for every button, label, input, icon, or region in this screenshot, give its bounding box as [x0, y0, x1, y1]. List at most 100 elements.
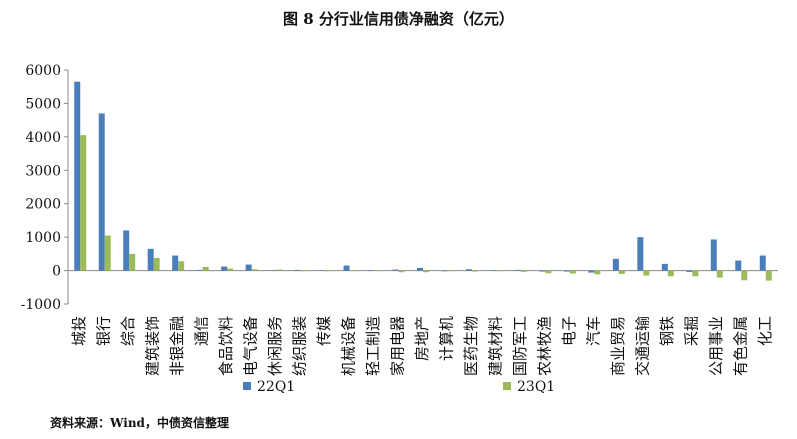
bar-23Q1-15: [447, 270, 454, 272]
chart-title: 图 8 分行业信用债净融资（亿元）: [283, 10, 514, 28]
bar-22Q1-18: [514, 269, 521, 271]
bar-22Q1-3: [147, 248, 154, 271]
y-tick-label: 4000: [25, 130, 61, 146]
x-tick-label: 电子: [560, 316, 578, 346]
y-tick-label: -1000: [21, 297, 61, 313]
bar-22Q1-1: [98, 113, 105, 271]
bar-chart: -1000 0 1000 2000 3000 4000 5000 6000 城投 银行 综合 建筑装…: [21, 63, 778, 395]
x-tick-label: 计算机: [437, 316, 455, 361]
x-tick-label: 建筑材料: [486, 316, 504, 376]
bar-23Q1-28: [765, 270, 772, 281]
bar-23Q1-23: [643, 270, 650, 276]
bar-23Q1-0: [80, 135, 87, 271]
bar-23Q1-13: [398, 270, 405, 273]
y-tick-label: 5000: [25, 96, 61, 112]
x-tick-label: 商业贸易: [609, 316, 627, 376]
x-tick-label: 城投: [70, 316, 88, 346]
x-tick-label: 非银金融: [168, 316, 186, 376]
bar-22Q1-25: [686, 270, 693, 272]
bar-23Q1-6: [227, 268, 234, 271]
legend-label-22Q1: 22Q1: [257, 379, 295, 395]
bar-23Q1-14: [423, 270, 429, 273]
bar-23Q1-19: [545, 270, 552, 274]
bar-22Q1-0: [74, 81, 81, 271]
bar-23Q1-26: [716, 270, 723, 278]
bar-23Q1-2: [129, 253, 136, 271]
bar-23Q1-4: [178, 261, 185, 271]
x-tick-label: 汽车: [584, 316, 602, 346]
x-tick-label: 家用电器: [389, 316, 407, 376]
y-tick-label: 6000: [25, 63, 61, 79]
x-tick-label: 建筑装饰: [144, 316, 162, 376]
y-tick-label: 1000: [25, 230, 61, 246]
bar-22Q1-15: [441, 270, 448, 272]
bar-22Q1-7: [245, 264, 252, 271]
bar-23Q1-3: [153, 257, 160, 271]
axis-layer: -1000 0 1000 2000 3000 4000 5000 6000: [21, 63, 778, 313]
bar-23Q1-8: [276, 269, 283, 271]
bar-22Q1-5: [196, 269, 203, 271]
bar-23Q1-11: [349, 270, 356, 272]
x-tick-label: 休闲服务: [266, 316, 284, 376]
bar-22Q1-23: [637, 237, 644, 271]
bar-23Q1-16: [471, 270, 478, 272]
legend-swatch-22Q1: [243, 382, 251, 390]
category-labels-layer: 城投 银行 综合 建筑装饰 非银金融 通信 食品饮料 电气设备 休闲服务 纺织服装 传媒 机械设备 轻工…: [70, 316, 774, 376]
bar-22Q1-11: [343, 265, 350, 271]
x-tick-label: 国防军工: [511, 316, 529, 376]
bar-23Q1-25: [692, 270, 699, 277]
x-tick-label: 房地产: [413, 316, 431, 361]
bar-23Q1-17: [496, 270, 503, 272]
bar-22Q1-24: [661, 263, 668, 271]
bar-22Q1-13: [392, 269, 399, 271]
x-tick-label: 交通运输: [633, 316, 651, 376]
x-tick-label: 化工: [756, 316, 774, 346]
bar-23Q1-1: [104, 235, 111, 271]
bars-layer: [74, 81, 772, 281]
bar-22Q1-27: [735, 260, 742, 271]
bar-23Q1-21: [594, 270, 601, 275]
x-tick-label: 采掘: [682, 316, 700, 346]
bar-23Q1-18: [520, 270, 527, 272]
bar-22Q1-17: [490, 270, 497, 271]
x-tick-label: 传媒: [315, 316, 333, 346]
legend-swatch-23Q1: [503, 382, 511, 390]
legend: 22Q1 23Q1: [243, 379, 555, 395]
bar-22Q1-14: [417, 267, 423, 271]
x-tick-label: 公用事业: [707, 316, 725, 376]
bar-22Q1-19: [539, 270, 546, 272]
bar-23Q1-20: [569, 270, 576, 274]
x-tick-label: 通信: [193, 316, 211, 346]
bar-22Q1-8: [270, 270, 277, 271]
x-tick-label: 轻工制造: [364, 316, 382, 376]
bar-23Q1-10: [325, 270, 332, 272]
bar-23Q1-5: [202, 266, 209, 271]
bar-22Q1-10: [319, 270, 326, 271]
bar-22Q1-2: [123, 230, 130, 271]
y-tick-label: 0: [52, 264, 61, 280]
x-tick-label: 纺织服装: [291, 316, 309, 376]
legend-label-23Q1: 23Q1: [517, 379, 555, 395]
source-note: 资料来源：Wind，中债资信整理: [50, 416, 229, 430]
x-tick-label: 有色金属: [731, 316, 749, 376]
x-tick-label: 综合: [119, 316, 137, 346]
x-tick-label: 医药生物: [462, 316, 480, 376]
bar-23Q1-12: [374, 270, 381, 272]
y-tick-label: 3000: [25, 163, 61, 179]
x-tick-label: 农林牧渔: [535, 316, 553, 376]
bar-22Q1-6: [221, 266, 228, 271]
y-tick-label: 2000: [25, 197, 61, 213]
x-tick-label: 钢铁: [658, 316, 676, 346]
bar-22Q1-16: [465, 269, 472, 271]
bar-23Q1-7: [251, 269, 258, 271]
bar-22Q1-21: [588, 270, 595, 273]
x-tick-label: 电气设备: [242, 316, 260, 376]
x-tick-label: 食品饮料: [217, 316, 235, 376]
x-tick-label: 机械设备: [340, 316, 358, 376]
bar-22Q1-28: [759, 255, 766, 271]
bar-23Q1-22: [618, 270, 625, 274]
bar-22Q1-20: [563, 270, 570, 272]
bar-23Q1-27: [741, 270, 748, 281]
bar-23Q1-24: [667, 270, 674, 277]
bar-22Q1-9: [294, 269, 301, 271]
